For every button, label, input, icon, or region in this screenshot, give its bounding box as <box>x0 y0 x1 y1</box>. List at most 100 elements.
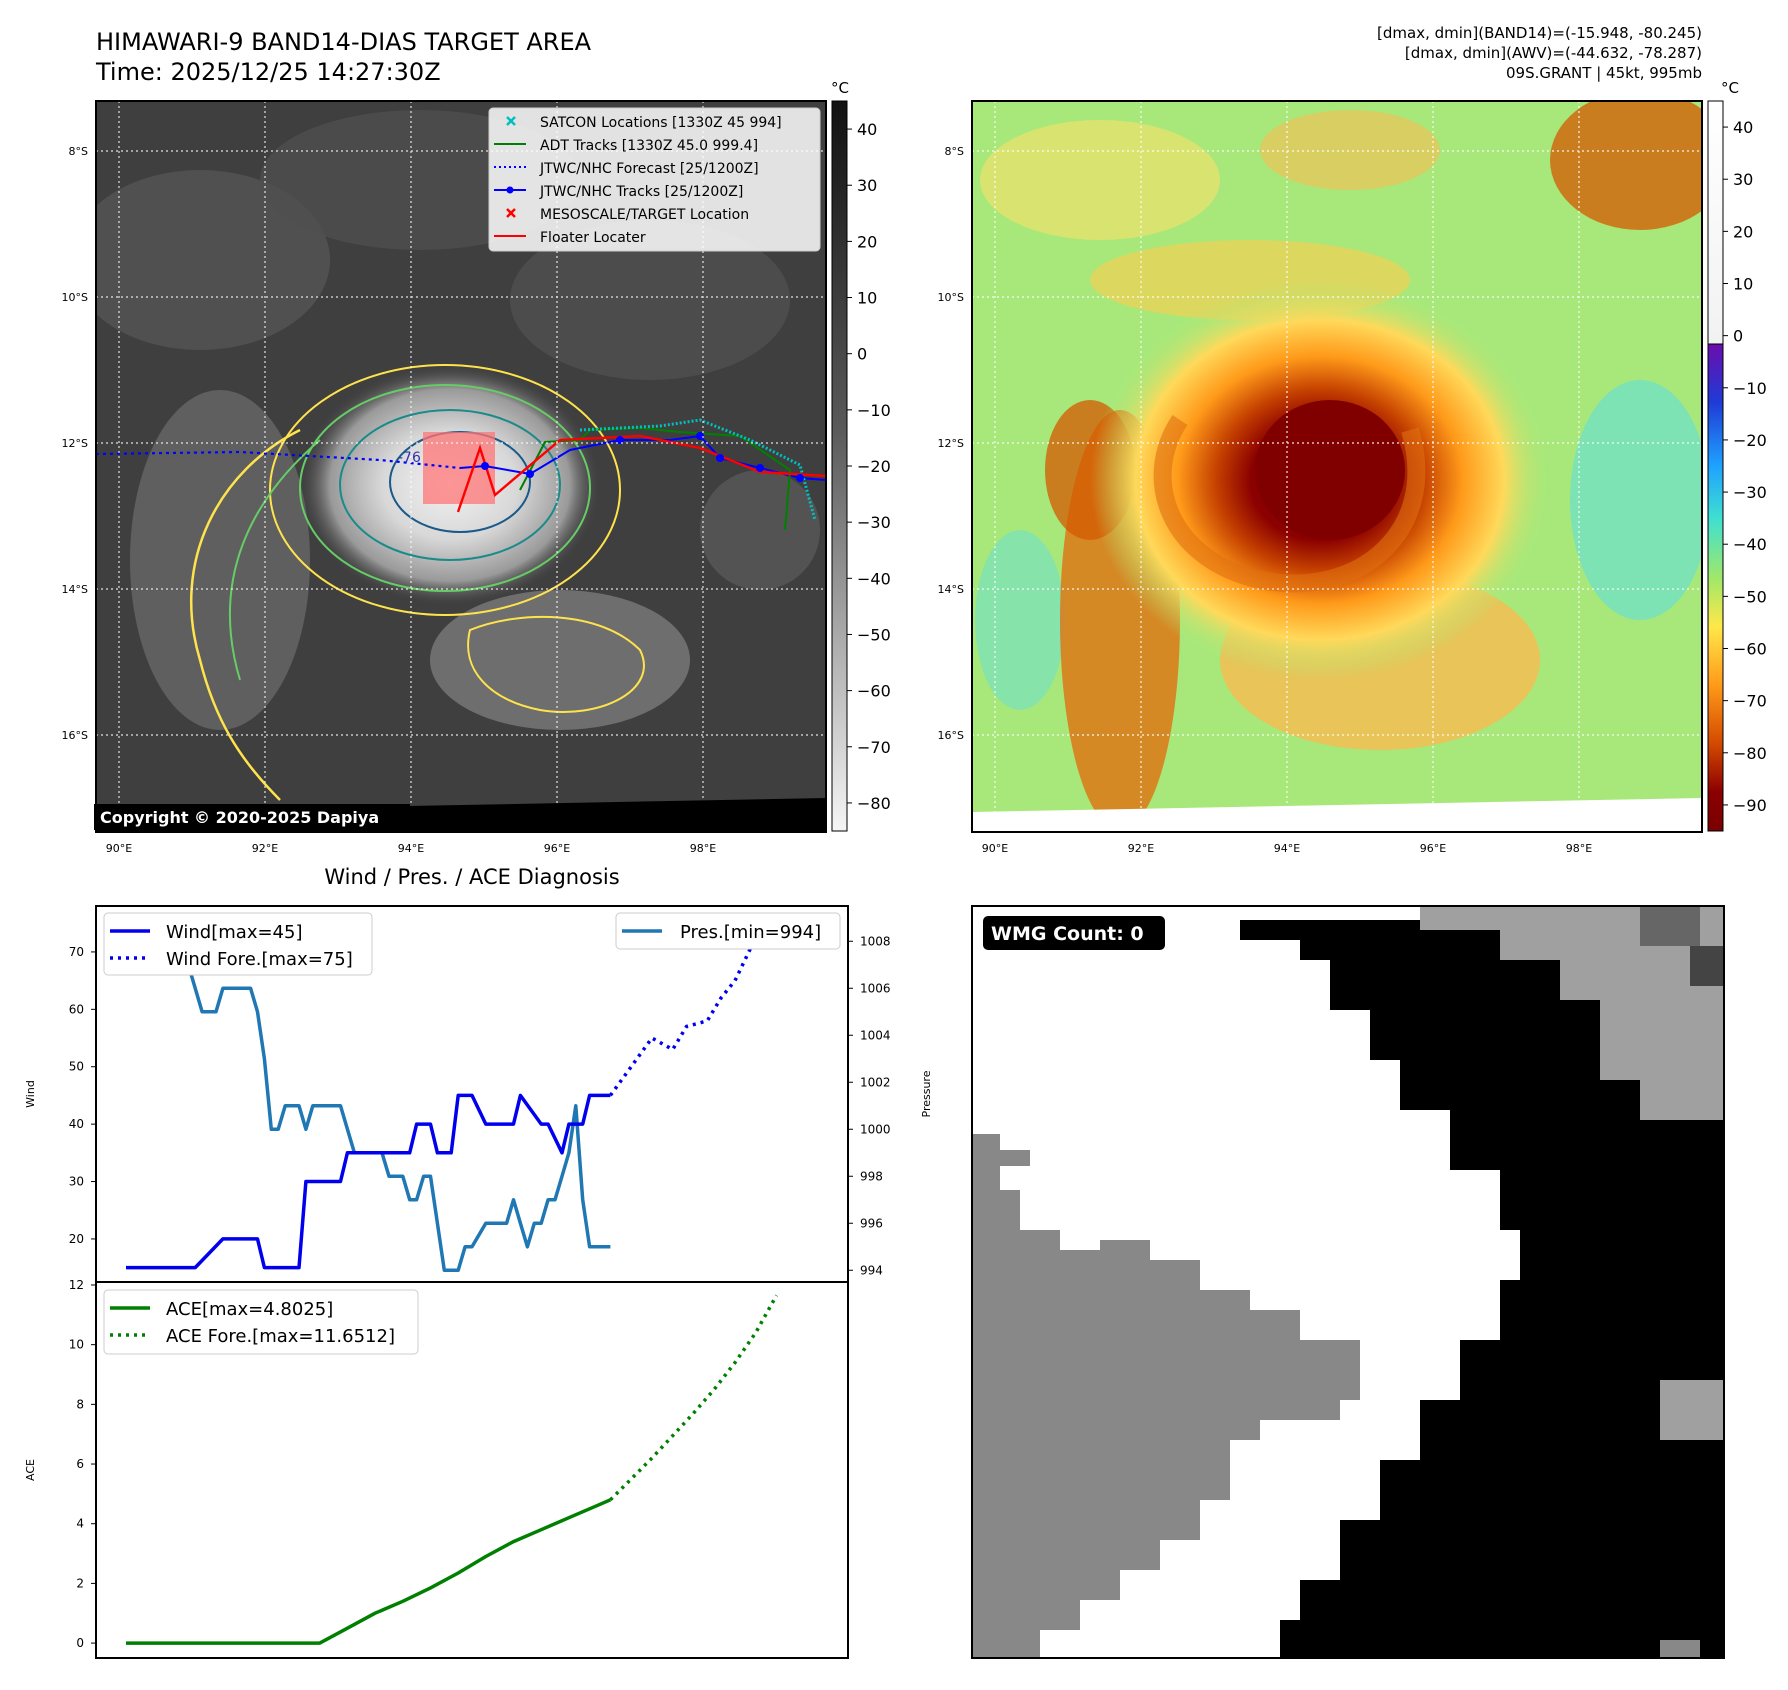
ir-lon-label: 98°E <box>690 842 716 855</box>
wind-ticks: 20 30 40 50 60 70 <box>69 945 96 1246</box>
colorbar-tick-label: −40 <box>857 569 891 588</box>
ir-contour-teal <box>339 409 561 561</box>
jtwc-track-line <box>459 434 826 481</box>
awv-frame <box>971 100 1703 833</box>
info-line3: 09S.GRANT | 45kt, 995mb <box>1506 64 1702 82</box>
wmg-badge <box>983 916 1165 950</box>
awv-lon-label: 92°E <box>1128 842 1154 855</box>
axis-tick-label: 998 <box>860 1169 883 1183</box>
colorbar-tick-label: −60 <box>1733 640 1767 659</box>
legend-label-target: MESOSCALE/TARGET Location <box>540 207 749 223</box>
ir-lat-label: 10°S <box>62 291 88 304</box>
ir-spiral-band <box>190 428 301 801</box>
awv-colorbar-unit: °C <box>1721 79 1739 97</box>
colorbar-tick-label: 30 <box>857 176 877 195</box>
pressure-legend-box <box>615 912 841 950</box>
wmg-gray-cell <box>1660 1640 1700 1658</box>
axis-tick-label: 10 <box>69 1338 84 1352</box>
axis-tick-label: 1008 <box>860 934 891 948</box>
legend-label-jtwc-tracks: JTWC/NHC Tracks [25/1200Z] <box>539 184 743 200</box>
axis-tick-label: 8 <box>76 1397 84 1411</box>
ace-forecast-series-line <box>609 1294 779 1502</box>
colorbar-tick-label: 0 <box>1733 327 1743 346</box>
ace-fore-legend-label: ACE Fore.[max=11.6512] <box>166 1326 395 1347</box>
copyright-text: Copyright © 2020-2025 Dapiya <box>100 808 379 827</box>
wmg-frame <box>971 905 1725 1659</box>
figure-title-line1: HIMAWARI-9 BAND14-DIAS TARGET AREA <box>96 28 592 56</box>
wind-legend-box <box>103 912 373 976</box>
axis-tick-label: 1004 <box>860 1028 891 1042</box>
wmg-black-cell <box>1290 1640 1450 1658</box>
wind-fore-legend-label: Wind Fore.[max=75] <box>166 949 353 970</box>
colorbar-tick-label: −30 <box>857 513 891 532</box>
legend-label-jtwc-forecast: JTWC/NHC Forecast [25/1200Z] <box>539 161 759 177</box>
wmg-count-label: WMG Count: 0 <box>991 923 1144 945</box>
colorbar-tick-label: −50 <box>857 625 891 644</box>
awv-lon-label: 98°E <box>1566 842 1592 855</box>
ir-lon-labels: 90°E 92°E 94°E 96°E 98°E <box>106 842 716 855</box>
axis-tick-label: 4 <box>76 1517 84 1531</box>
ir-colorbar <box>831 100 848 832</box>
colorbar-tick-label: −70 <box>857 738 891 757</box>
ir-contour-label: -76 <box>398 450 421 466</box>
ir-contour-outer <box>269 364 621 616</box>
legend-label-satcon: SATCON Locations [1330Z 45 994] <box>540 115 782 131</box>
awv-lon-labels: 90°E 92°E 94°E 96°E 98°E <box>982 842 1592 855</box>
ir-panel: -76 <box>62 79 891 855</box>
colorbar-tick-label: −30 <box>1733 483 1767 502</box>
ir-lat-label: 16°S <box>62 729 88 742</box>
wmg-dark-cell <box>1690 946 1724 986</box>
awv-lat-labels: 8°S 10°S 12°S 14°S 16°S <box>938 145 964 742</box>
colorbar-tick-label: −10 <box>1733 379 1767 398</box>
info-line1: [dmax, dmin](BAND14)=(-15.948, -80.245) <box>1377 24 1702 42</box>
ir-legend: SATCON Locations [1330Z 45 994] ADT Trac… <box>488 107 821 252</box>
wmg-gray-cell <box>1660 1380 1724 1440</box>
colorbar-tick-label: −40 <box>1733 535 1767 554</box>
jtwc-forecast-line <box>96 450 461 470</box>
legend-icon-jtwc-tracks <box>494 186 526 194</box>
legend-label-adt: ADT Tracks [1330Z 45.0 999.4] <box>540 138 758 154</box>
ir-lon-label: 94°E <box>398 842 424 855</box>
colorbar-tick-label: −80 <box>857 794 891 813</box>
ir-spiral-band-2 <box>228 439 321 681</box>
figure-title-line2: Time: 2025/12/25 14:27:30Z <box>95 58 441 86</box>
awv-lon-label: 90°E <box>982 842 1008 855</box>
wmg-dark-cell <box>1640 906 1700 946</box>
colorbar-tick-label: −20 <box>1733 431 1767 450</box>
ir-lon-label: 90°E <box>106 842 132 855</box>
awv-lat-label: 16°S <box>938 729 964 742</box>
axis-tick-label: 20 <box>69 1232 84 1246</box>
legend-icon-target <box>506 208 516 218</box>
awv-colorbar-bottom <box>1707 343 1724 832</box>
jtwc-track-points <box>481 432 804 482</box>
wmg-black-band <box>1240 906 1724 1658</box>
ir-frame <box>95 100 827 833</box>
awv-eyewall <box>1255 400 1405 540</box>
axis-tick-label: 1000 <box>860 1122 891 1136</box>
pressure-ticks: 994 996 998 1000 1002 1004 1006 1008 <box>848 934 891 1277</box>
axis-tick-label: 60 <box>69 1002 84 1016</box>
floater-locator-line <box>456 434 826 513</box>
chart-lines <box>126 922 779 1645</box>
axis-tick-label: 0 <box>76 1636 84 1650</box>
legend-label-floater: Floater Locater <box>540 230 646 246</box>
ace-legend-box <box>103 1289 419 1355</box>
ace-series-line <box>126 1498 612 1645</box>
ir-colorbar-unit: °C <box>831 79 849 97</box>
colorbar-tick-label: 10 <box>857 289 877 308</box>
colorbar-tick-label: −60 <box>857 682 891 701</box>
awv-lat-label: 12°S <box>938 437 964 450</box>
ir-lat-label: 8°S <box>69 145 88 158</box>
pressure-legend: Pres.[min=994] <box>615 912 841 950</box>
ir-lat-labels: 8°S 10°S 12°S 14°S 16°S <box>62 145 88 742</box>
axis-tick-label: 70 <box>69 945 84 959</box>
colorbar-tick-label: −80 <box>1733 744 1767 763</box>
colorbar-tick-label: 0 <box>857 345 867 364</box>
wind-axis-label: Wind <box>24 1080 37 1108</box>
wmg-panel: WMG Count: 0 <box>971 905 1725 1659</box>
ace-ticks: 0 2 4 6 8 10 12 <box>69 1278 96 1650</box>
diagnosis-chart: Wind / Pres. / ACE Diagnosis Wind Pressu… <box>24 865 933 1659</box>
ir-lat-label: 14°S <box>62 583 88 596</box>
ace-legend: ACE[max=4.8025] ACE Fore.[max=11.6512] <box>103 1289 419 1355</box>
